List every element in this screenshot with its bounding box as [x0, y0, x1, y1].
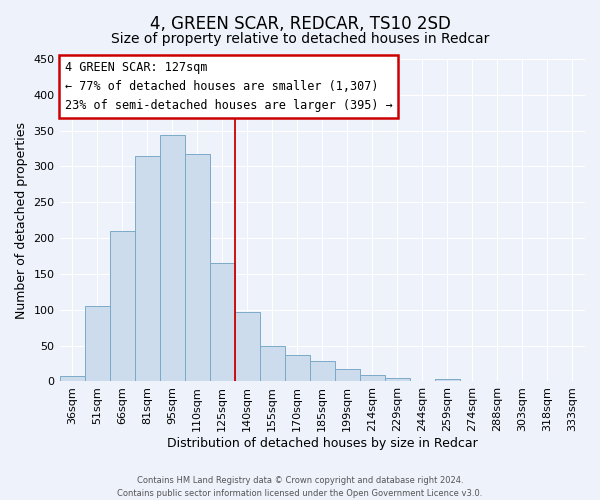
Bar [235, 312, 260, 382]
Bar [209, 263, 235, 382]
Bar [335, 368, 360, 382]
Text: Contains HM Land Registry data © Crown copyright and database right 2024.
Contai: Contains HM Land Registry data © Crown c… [118, 476, 482, 498]
Bar [160, 135, 185, 382]
Bar [435, 380, 460, 382]
Bar [134, 156, 160, 382]
Bar [310, 360, 335, 382]
Bar [59, 376, 85, 382]
Bar [285, 355, 310, 382]
Bar [260, 346, 285, 382]
Text: Size of property relative to detached houses in Redcar: Size of property relative to detached ho… [111, 32, 489, 46]
Bar [360, 375, 385, 382]
Text: 4 GREEN SCAR: 127sqm
← 77% of detached houses are smaller (1,307)
23% of semi-de: 4 GREEN SCAR: 127sqm ← 77% of detached h… [65, 61, 392, 112]
Bar [110, 231, 134, 382]
Bar [185, 154, 209, 382]
Bar [85, 306, 110, 382]
Y-axis label: Number of detached properties: Number of detached properties [15, 122, 28, 318]
Text: 4, GREEN SCAR, REDCAR, TS10 2SD: 4, GREEN SCAR, REDCAR, TS10 2SD [149, 15, 451, 33]
Bar [385, 378, 410, 382]
X-axis label: Distribution of detached houses by size in Redcar: Distribution of detached houses by size … [167, 437, 478, 450]
